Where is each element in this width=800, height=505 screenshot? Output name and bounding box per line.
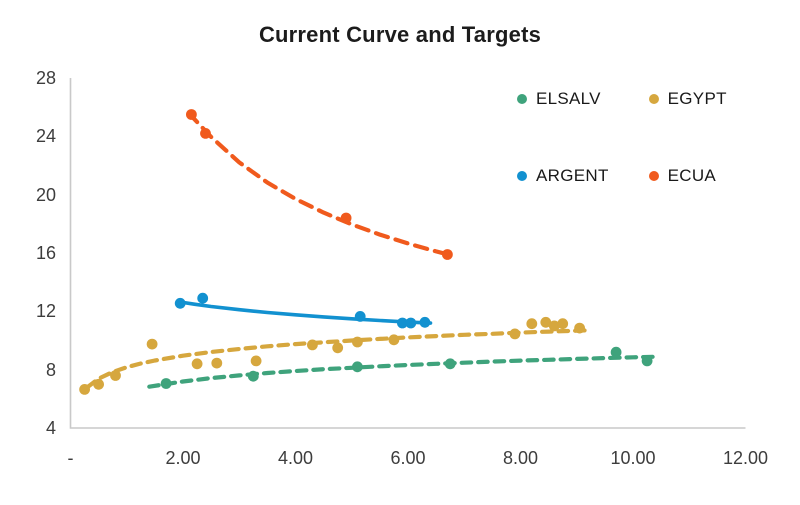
legend-label: EGYPT (667, 89, 727, 108)
data-point-egypt (509, 328, 521, 340)
data-point-ecua (186, 109, 197, 120)
data-point-egypt (332, 342, 344, 354)
legend-label: ARGENT (536, 166, 609, 185)
legend-item-elsalv: ELSALV (517, 88, 609, 110)
data-point-egypt (250, 355, 262, 367)
data-point-elsalv (444, 358, 456, 370)
legend-dot-icon (517, 171, 527, 181)
chart-title: Current Curve and Targets (258, 22, 542, 47)
y-tick-label: 28 (35, 68, 56, 88)
y-tick-label: 16 (35, 243, 56, 263)
legend: ELSALV EGYPT ARGENT ECUA (517, 88, 727, 187)
data-point-argent (174, 297, 186, 309)
legend-dot-icon (648, 171, 659, 181)
data-point-elsalv (352, 361, 363, 373)
data-point-egypt (540, 316, 552, 328)
data-point-argent (397, 317, 408, 329)
data-point-elsalv (160, 378, 172, 389)
data-point-egypt (352, 336, 363, 348)
legend-label: ECUA (667, 166, 717, 185)
data-point-egypt (307, 339, 318, 351)
data-point-elsalv (247, 370, 259, 382)
x-tick-label: - (67, 448, 74, 468)
data-point-ecua (200, 127, 211, 139)
data-point-egypt (191, 358, 203, 370)
data-point-ecua (442, 249, 453, 260)
series-trendline-ecua (186, 110, 453, 258)
x-tick-label: 2.00 (165, 448, 201, 468)
y-tick-label: 4 (45, 418, 56, 438)
data-point-ecua (340, 212, 352, 224)
x-tick-label: 12.00 (722, 448, 769, 468)
data-point-argent (405, 317, 417, 329)
data-point-argent (419, 316, 431, 328)
data-point-egypt (146, 338, 158, 350)
x-tick-label: 4.00 (277, 448, 314, 468)
series-trendline-argent (178, 300, 433, 325)
series-trendline-elsalv (147, 354, 661, 389)
y-tick-label: 24 (35, 126, 56, 147)
data-point-argent (354, 311, 366, 322)
y-tick-label: 8 (45, 359, 56, 380)
data-point-egypt (93, 378, 104, 390)
legend-item-egypt: EGYPT (648, 88, 727, 110)
data-point-egypt (211, 357, 223, 369)
legend-dot-icon (517, 94, 527, 104)
data-point-argent (197, 292, 209, 304)
data-point-elsalv (641, 355, 653, 367)
y-tick-label: 20 (35, 184, 56, 205)
legend-item-ecua: ECUA (648, 165, 727, 187)
data-point-egypt (574, 322, 585, 334)
data-point-elsalv (610, 346, 622, 358)
data-point-egypt (79, 384, 90, 395)
data-point-egypt (548, 320, 560, 332)
axis-lines (69, 78, 746, 429)
y-tick-label: 12 (35, 301, 56, 322)
x-tick-label: 6.00 (390, 448, 426, 468)
data-point-egypt (557, 318, 569, 330)
x-tick-label: 8.00 (502, 448, 539, 468)
data-point-egypt (526, 318, 538, 330)
legend-dot-icon (648, 94, 659, 104)
legend-label: ELSALV (536, 89, 601, 108)
data-point-egypt (110, 370, 121, 381)
legend-item-argent: ARGENT (517, 165, 609, 187)
data-point-egypt (388, 334, 400, 346)
x-tick-label: 10.00 (610, 448, 656, 468)
